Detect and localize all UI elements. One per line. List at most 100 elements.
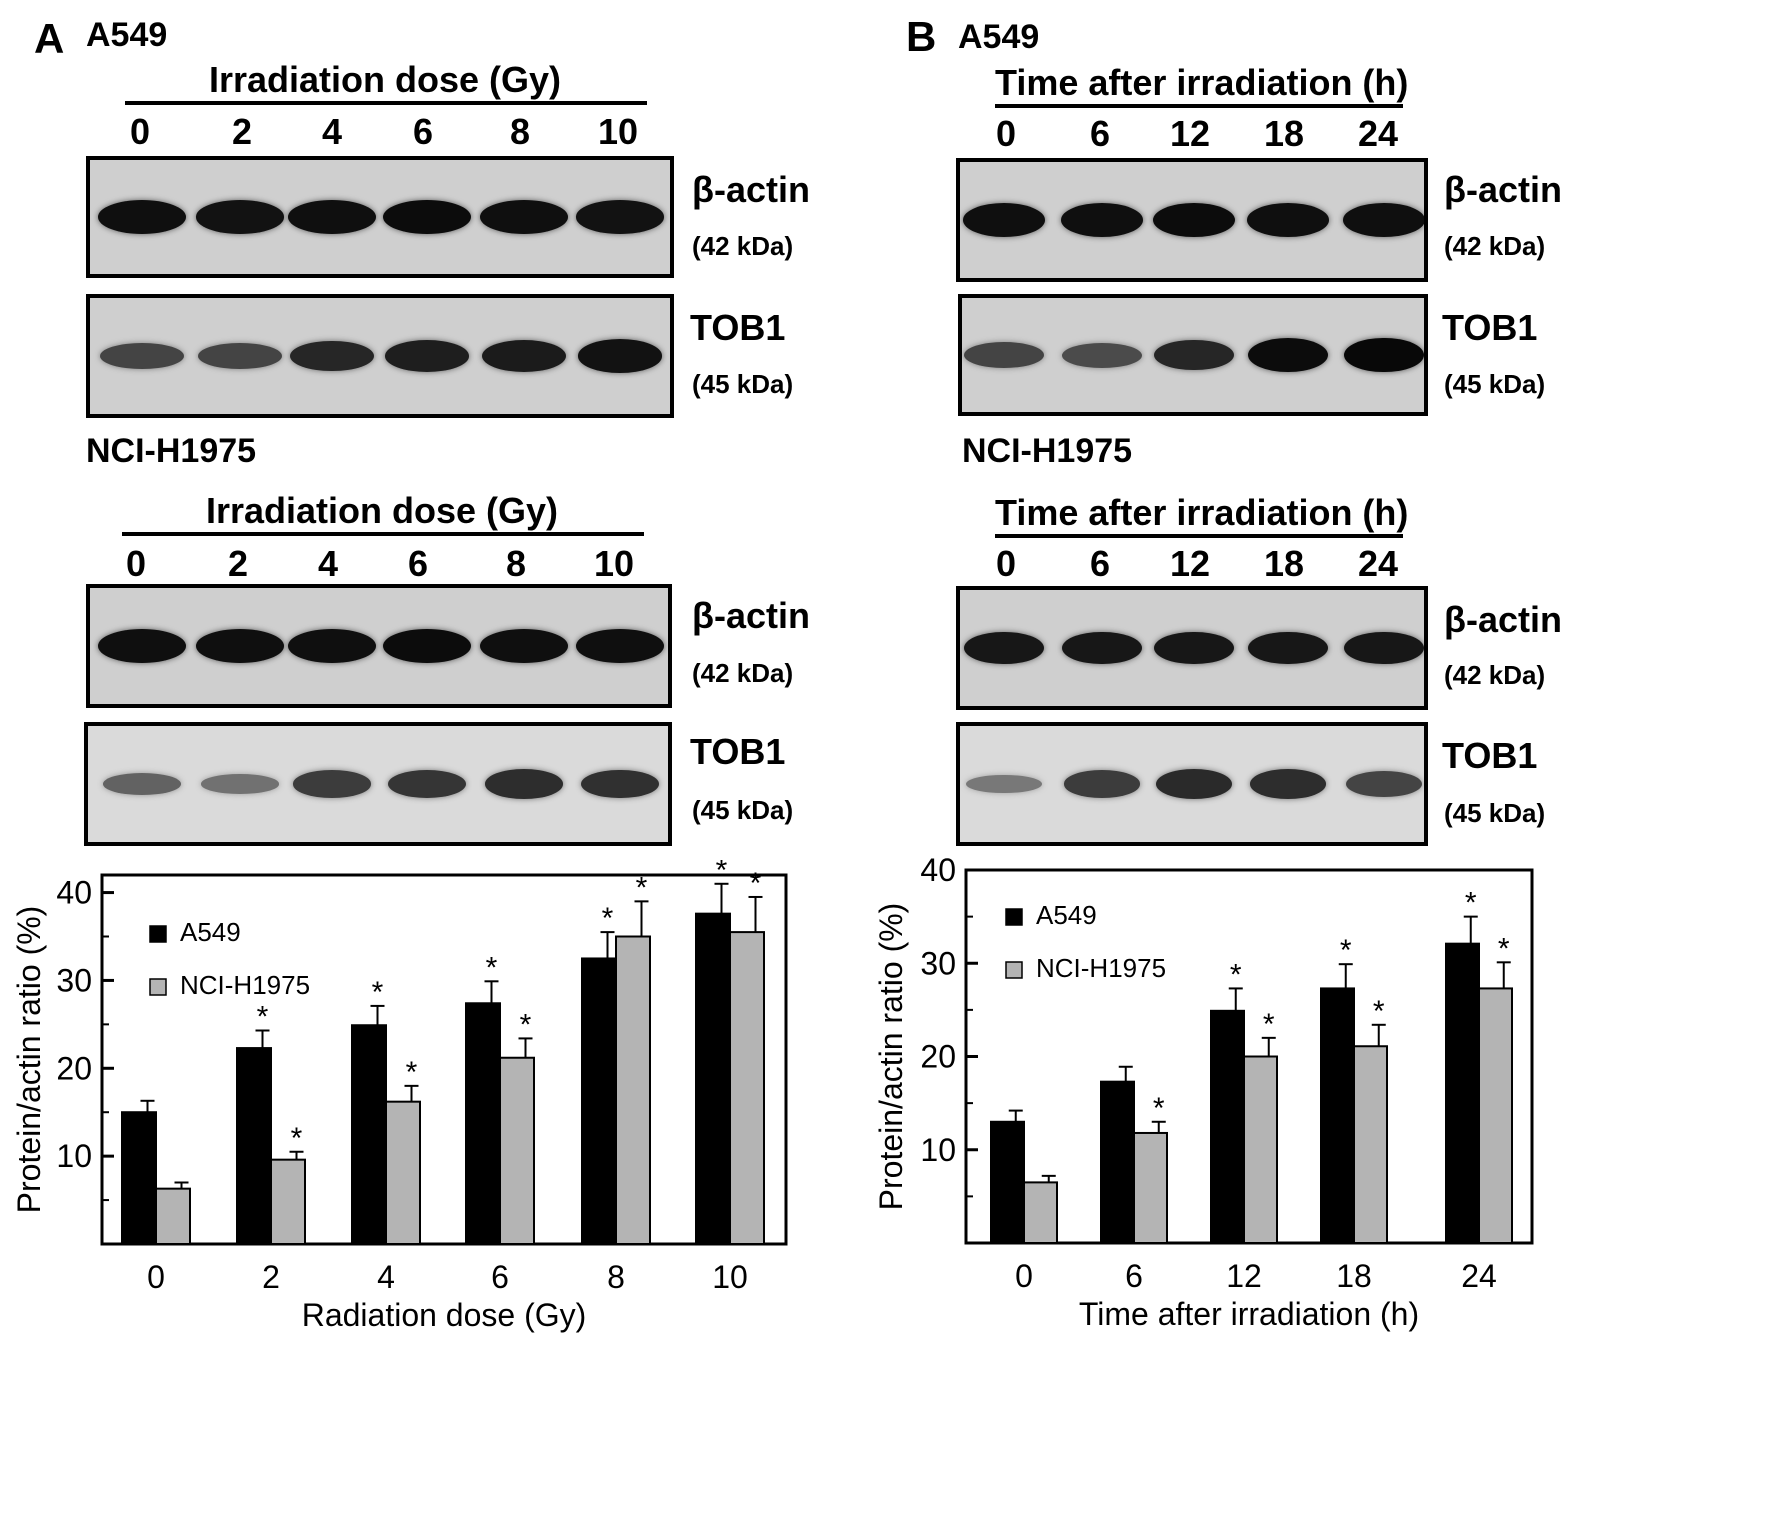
significance-marker: * [486,951,498,984]
label-a-bottom-tob1-size: (45 kDa) [692,795,794,825]
legend-label-nci-h1975: NCI-H1975 [180,970,310,1000]
bar-nci-h1975 [1353,1045,1388,1244]
significance-marker: * [716,860,728,887]
a-bottom-lane-label: 10 [593,543,635,584]
legend-label-a549: A549 [180,917,241,947]
legend-label-a549: A549 [1036,900,1097,930]
panel-a-top-header-line [125,101,647,105]
significance-marker: * [1373,995,1385,1028]
bar-nci-h1975 [729,931,765,1245]
blot-band [1344,631,1424,665]
blot-band [288,629,376,663]
bar-a549 [990,1120,1025,1244]
bar-nci-h1975 [385,1100,421,1245]
a-top-lane-label: 6 [412,111,434,152]
y-tick-label: 30 [56,962,92,998]
a-top-lane-label: 0 [129,111,151,152]
significance-marker: * [636,871,648,904]
label-a-top-actin: β-actin [692,169,810,210]
significance-marker: * [372,976,384,1009]
blot-band [290,340,374,372]
blot-band [1248,337,1328,373]
bar-a549 [1100,1080,1135,1244]
panel-b-top-header: Time after irradiation (h) [995,62,1409,103]
blot-band [1064,770,1140,798]
b-top-lane-label: 0 [995,113,1017,154]
b-top-lane-label: 24 [1357,113,1399,154]
significance-marker: * [750,867,762,900]
bar-nci-h1975 [155,1187,191,1245]
blot-band [1250,769,1326,799]
legend-label-nci-h1975: NCI-H1975 [1036,953,1166,983]
y-axis-label: Protein/actin ratio (%) [11,906,47,1214]
blot-band [1154,631,1234,665]
blot-band [383,628,471,664]
blot-band [388,769,466,799]
x-tick-label: 0 [1015,1258,1033,1294]
label-a-bottom-actin: β-actin [692,595,810,636]
a-bottom-lane-label: 8 [505,543,527,584]
panel-a-top-cell-line: A549 [86,16,168,54]
x-tick-label: 8 [607,1259,625,1295]
a-bottom-lane-label: 4 [317,543,339,584]
label-b-bottom-actin-size: (42 kDa) [1444,660,1546,690]
a-top-lane-label: 2 [231,111,253,152]
blot-band [293,770,371,798]
significance-marker: * [520,1008,532,1041]
blot-band [98,629,186,663]
blot-band [1061,203,1143,237]
bar-nci-h1975 [270,1158,306,1245]
y-tick-label: 40 [56,875,92,911]
bar-a549 [695,912,731,1246]
blot-band [963,203,1045,237]
blot-band [581,769,659,799]
chart-time-after-irradiation: 10 20 30 40 0 * 6 * * 12 * * 18 * * 24 Time after irradi… [873,855,1534,1332]
blot-band [196,200,284,234]
blot-band [578,339,662,373]
significance-marker: * [406,1056,418,1089]
b-bottom-lane-label: 6 [1089,543,1111,584]
label-b-top-actin: β-actin [1444,169,1562,210]
label-a-bottom-actin-size: (42 kDa) [692,658,794,688]
panel-a-bottom-header: Irradiation dose (Gy) [205,490,559,531]
b-bottom-lane-label: 0 [995,543,1017,584]
significance-marker: * [1340,934,1352,967]
blot-band [1154,339,1234,371]
blot-band [1156,769,1232,799]
y-tick-label: 10 [920,1132,956,1168]
blot-h1975-time-tob1 [956,722,1428,846]
blot-band [482,339,566,372]
label-a-top-tob1: TOB1 [690,307,786,348]
x-tick-label: 18 [1336,1258,1372,1294]
blot-band [1153,202,1235,238]
bar-a549 [121,1111,157,1245]
x-tick-label: 2 [262,1259,280,1295]
x-axis-label: Time after irradiation (h) [1079,1296,1419,1332]
bar-a549 [1320,987,1355,1244]
x-tick-label: 6 [491,1259,509,1295]
blot-band [103,773,181,795]
blot-band [576,200,664,234]
y-axis-label: Protein/actin ratio (%) [873,903,909,1211]
blot-band [964,341,1044,369]
y-tick-label: 20 [56,1050,92,1086]
label-b-bottom-tob1-size: (45 kDa) [1444,798,1546,828]
significance-marker: * [257,1001,269,1034]
x-tick-label: 24 [1461,1258,1497,1294]
blot-band [966,774,1042,794]
significance-marker: * [1263,1008,1275,1041]
x-tick-label: 10 [712,1259,748,1295]
significance-marker: * [1153,1092,1165,1125]
bar-nci-h1975 [615,935,651,1245]
y-tick-label: 40 [920,855,956,888]
y-tick-label: 10 [56,1138,92,1174]
bar-a549 [1210,1009,1245,1244]
blot-band [100,342,184,370]
b-top-lane-label: 6 [1089,113,1111,154]
blot-band [385,340,469,372]
blot-band [1346,770,1422,798]
blot-band [288,200,376,234]
label-a-top-actin-size: (42 kDa) [692,231,794,261]
a-top-lane-label: 10 [597,111,639,152]
chart-radiation-dose: 10 20 30 40 0 * * 2 * * 4 * * 6 * * 8 * * 10 Radiation dose … [11,860,788,1333]
